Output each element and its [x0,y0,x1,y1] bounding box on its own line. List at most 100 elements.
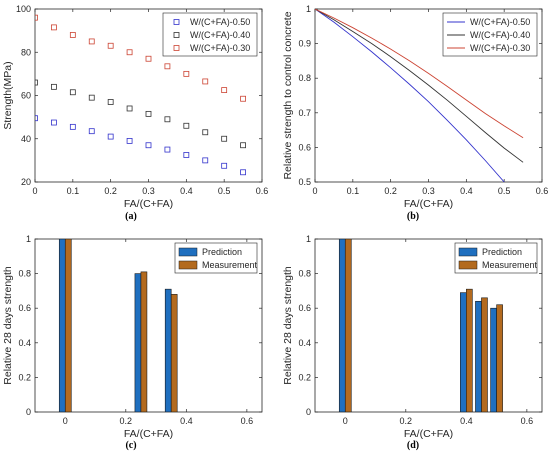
x-tick-label: 0.1 [347,186,360,196]
legend-label: Prediction [202,247,242,257]
y-tick-label: 20 [21,177,31,187]
x-axis-label: FA/(C+FA) [404,198,453,210]
data-point [183,70,190,77]
data-point [221,135,228,142]
y-tick-label: 0.5 [298,177,311,187]
legend-swatch [458,247,478,257]
y-tick-label: 0.8 [18,269,31,279]
y-tick-label: 0.8 [298,269,311,279]
x-tick-label: 0.3 [422,186,435,196]
bar [481,297,488,412]
y-tick-label: 0.2 [298,372,311,382]
x-tick-label: 0.2 [400,416,413,426]
legend-swatch [178,247,198,257]
legend-label: Prediction [482,247,522,257]
data-point [51,119,57,126]
y-tick-label: 1 [26,234,31,244]
y-tick-label: 0.4 [18,338,31,348]
bar [466,288,473,412]
plot-marks [338,239,503,412]
y-tick-label: 0 [306,407,311,417]
bar [170,294,178,412]
y-tick-label: 40 [21,134,31,144]
legend-label: Measurement [482,260,538,270]
legend-swatch [458,260,478,270]
x-tick-label: 0.4 [460,416,473,426]
bar [490,307,497,412]
plot-marks [35,14,246,176]
bar [496,304,503,412]
series-line [315,9,505,182]
panel-caption: (a) [125,211,137,222]
data-point [183,152,190,158]
x-tick-label: 0.5 [498,186,511,196]
data-point [107,42,114,49]
legend-label: W/(C+FA)-0.50 [190,17,250,27]
bar [134,273,142,412]
legend: W/(C+FA)-0.50 W/(C+FA)-0.40 W/(C+FA)-0.30 [442,12,538,57]
x-axis-label: FA/(C+FA) [124,428,173,440]
legend-marker [173,32,180,38]
data-point [69,123,76,130]
data-point [35,115,38,122]
bar [140,271,148,412]
legend: W/(C+FA)-0.50 W/(C+FA)-0.40 W/(C+FA)-0.30 [162,12,258,57]
x-tick-label: 0 [32,186,37,196]
data-point [88,38,95,45]
legend: Prediction Measurement [174,242,258,274]
y-axis-label: Relative 28 days strength [2,266,14,385]
bar [58,239,66,412]
data-point [202,157,209,164]
x-axis-label: FA/(C+FA) [124,198,173,210]
legend-label: W/(C+FA)-0.40 [470,30,530,40]
legend-marker [173,19,180,25]
panel-caption: (b) [407,211,419,222]
data-point [164,63,171,70]
legend-marker [173,45,180,51]
x-tick-label: 0.1 [67,186,80,196]
y-tick-label: 100 [16,4,31,14]
x-tick-label: 0.2 [104,186,117,196]
x-tick-label: 0.4 [180,186,193,196]
x-tick-label: 0.4 [460,186,473,196]
y-tick-label: 60 [21,91,31,101]
bar [164,288,172,412]
y-tick-label: 0.8 [298,73,311,83]
panel-d: 0 0.2 0.4 0.6 0 0.2 0.4 0.6 0.8 1 FA/(C+FA) Relativ… [282,234,543,451]
y-tick-label: 0 [26,407,31,417]
data-point [145,110,152,117]
data-point [69,32,76,38]
panel-caption: (c) [125,440,136,451]
panel-c: 0 0.2 0.4 0.6 0 0.2 0.4 0.6 0.8 1 FA/(C+FA) Relativ… [2,234,263,451]
x-axis-label: FA/(C+FA) [404,428,453,440]
x-tick-label: 0.6 [536,186,549,196]
x-tick-label: 0.6 [241,416,254,426]
data-point [240,169,246,176]
panel-caption: (d) [407,440,419,451]
x-tick-label: 0.2 [384,186,397,196]
y-tick-label: 80 [21,47,31,57]
bar [475,300,482,412]
panel-b: 0 0.1 0.2 0.3 0.4 0.5 0.6 0.5 0.6 0.7 0.8 0.9 1 FA/(C… [282,4,548,222]
bar [64,239,72,412]
y-tick-label: 0.7 [298,108,311,118]
bar [344,239,352,412]
x-tick-label: 0 [312,186,317,196]
data-point [240,95,246,102]
y-axis-label: Strength(MPa) [2,61,14,129]
y-tick-label: 0.6 [298,142,311,152]
data-point [51,83,57,90]
x-tick-label: 0.6 [256,186,269,196]
y-tick-label: 0.9 [298,39,311,49]
data-point [35,79,38,86]
x-tick-label: 0.5 [218,186,231,196]
data-point [107,99,114,105]
series-line [315,9,524,163]
data-point [88,94,95,101]
data-point [221,162,228,169]
y-tick-label: 0.2 [18,372,31,382]
data-point [88,128,95,135]
x-tick-label: 0 [63,416,68,426]
series-line [315,9,524,139]
